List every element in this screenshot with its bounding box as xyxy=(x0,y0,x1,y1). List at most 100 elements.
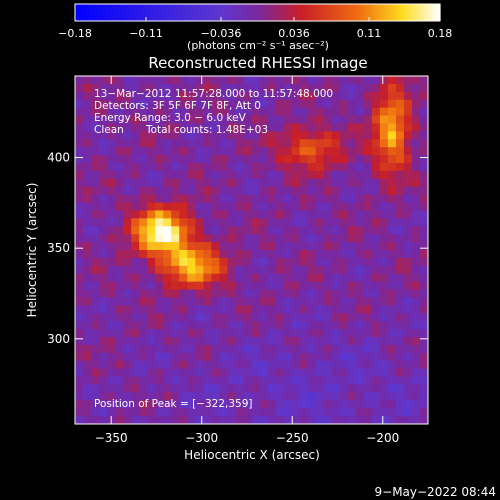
heatmap-cell xyxy=(107,147,116,156)
heatmap-cell xyxy=(291,155,301,164)
heatmap-cell xyxy=(75,194,84,204)
heatmap-cell xyxy=(227,360,236,370)
heatmap-cell xyxy=(411,123,421,132)
heatmap-cell xyxy=(371,265,381,275)
heatmap-cell xyxy=(395,392,405,401)
heatmap-cell xyxy=(379,139,389,148)
heatmap-cell xyxy=(171,250,180,259)
heatmap-cell xyxy=(419,139,429,148)
heatmap-cell xyxy=(307,107,317,117)
heatmap-cell xyxy=(395,178,405,188)
heatmap-cell xyxy=(91,281,100,291)
heatmap-cell xyxy=(275,257,285,267)
heatmap-cell xyxy=(203,281,212,291)
heatmap-cell xyxy=(203,91,212,101)
heatmap-cell xyxy=(419,242,429,251)
heatmap-cell xyxy=(283,305,293,314)
annotation-total-counts: Total counts: 1.48E+03 xyxy=(145,124,268,136)
heatmap-cell xyxy=(179,99,188,109)
heatmap-cell xyxy=(395,163,405,172)
heatmap-cell xyxy=(323,265,333,275)
heatmap-cell xyxy=(187,368,196,378)
heatmap-cell xyxy=(147,273,156,283)
colorbar-cell xyxy=(160,4,164,21)
heatmap-cell xyxy=(307,155,317,164)
heatmap-cell xyxy=(315,250,325,259)
heatmap-cell xyxy=(91,234,100,243)
heatmap-cell xyxy=(339,234,349,243)
heatmap-cell xyxy=(411,408,421,417)
heatmap-cell xyxy=(187,155,196,164)
heatmap-cell xyxy=(275,91,285,101)
heatmap-cell xyxy=(123,155,132,164)
heatmap-cell xyxy=(179,83,188,93)
heatmap-cell xyxy=(315,368,325,378)
heatmap-cell xyxy=(387,91,397,101)
heatmap-cell xyxy=(379,91,389,101)
heatmap-cell xyxy=(339,360,349,370)
heatmap-cell xyxy=(283,368,293,378)
colorbar-units-label: (photons cm⁻² s⁻¹ asec⁻²) xyxy=(187,39,329,52)
heatmap-cell xyxy=(283,91,293,101)
heatmap-cell xyxy=(155,99,164,109)
heatmap-cell xyxy=(251,352,261,362)
heatmap-cell xyxy=(139,234,148,243)
heatmap-cell xyxy=(419,147,429,156)
heatmap-cell xyxy=(155,416,164,425)
heatmap-cell xyxy=(147,313,156,322)
heatmap-cell xyxy=(355,218,365,227)
heatmap-cell xyxy=(131,218,140,227)
heatmap-cell xyxy=(91,131,100,140)
heatmap-cell xyxy=(299,202,309,211)
heatmap-cell xyxy=(195,155,204,164)
heatmap-cell xyxy=(243,352,252,362)
heatmap-cell xyxy=(147,139,156,148)
heatmap-cell xyxy=(83,99,92,109)
annotation-algorithm: Clean xyxy=(94,124,124,136)
heatmap-cell xyxy=(227,344,236,354)
heatmap-cell xyxy=(187,408,196,417)
heatmap-cell xyxy=(259,226,269,235)
heatmap-cell xyxy=(107,337,116,346)
heatmap-cell xyxy=(419,281,429,291)
heatmap-cell xyxy=(347,408,357,417)
heatmap-cell xyxy=(219,234,228,243)
colorbar-cell xyxy=(409,4,414,21)
heatmap-cell xyxy=(203,384,212,393)
heatmap-cell xyxy=(315,416,325,425)
heatmap-cell xyxy=(363,83,373,93)
heatmap-cell xyxy=(387,131,397,140)
heatmap-cell xyxy=(355,234,365,243)
heatmap-cell xyxy=(243,416,252,425)
heatmap-cell xyxy=(307,131,317,140)
heatmap-cell xyxy=(411,273,421,283)
heatmap-cell xyxy=(363,352,373,362)
colorbar-frame xyxy=(74,3,441,22)
heatmap-cell xyxy=(299,147,309,156)
heatmap-cell xyxy=(139,273,148,283)
heatmap-cell xyxy=(291,178,301,188)
heatmap-cell xyxy=(171,321,180,330)
heatmap-cell xyxy=(203,352,212,362)
heatmap-cell xyxy=(211,321,220,330)
heatmap-cell xyxy=(267,210,277,219)
heatmap-cell xyxy=(163,368,172,378)
heatmap-cell xyxy=(291,99,301,109)
heatmap-cell xyxy=(395,321,405,330)
heatmap-cell xyxy=(355,250,365,259)
heatmap-cell xyxy=(163,170,172,180)
heatmap-cell xyxy=(163,99,172,109)
heatmap-cell xyxy=(227,218,236,227)
colorbar-cell xyxy=(357,4,362,21)
heatmap-cell xyxy=(267,107,277,117)
heatmap-cell xyxy=(203,257,212,267)
heatmap-cell xyxy=(379,76,389,85)
heatmap-cell xyxy=(227,273,236,283)
colorbar-cell xyxy=(315,4,319,21)
heatmap-cell xyxy=(403,329,413,338)
heatmap-cell xyxy=(411,360,421,370)
heatmap-cell xyxy=(379,384,389,393)
heatmap-cell xyxy=(323,218,333,227)
heatmap-cell xyxy=(107,115,116,124)
heatmap-cell xyxy=(83,376,92,385)
